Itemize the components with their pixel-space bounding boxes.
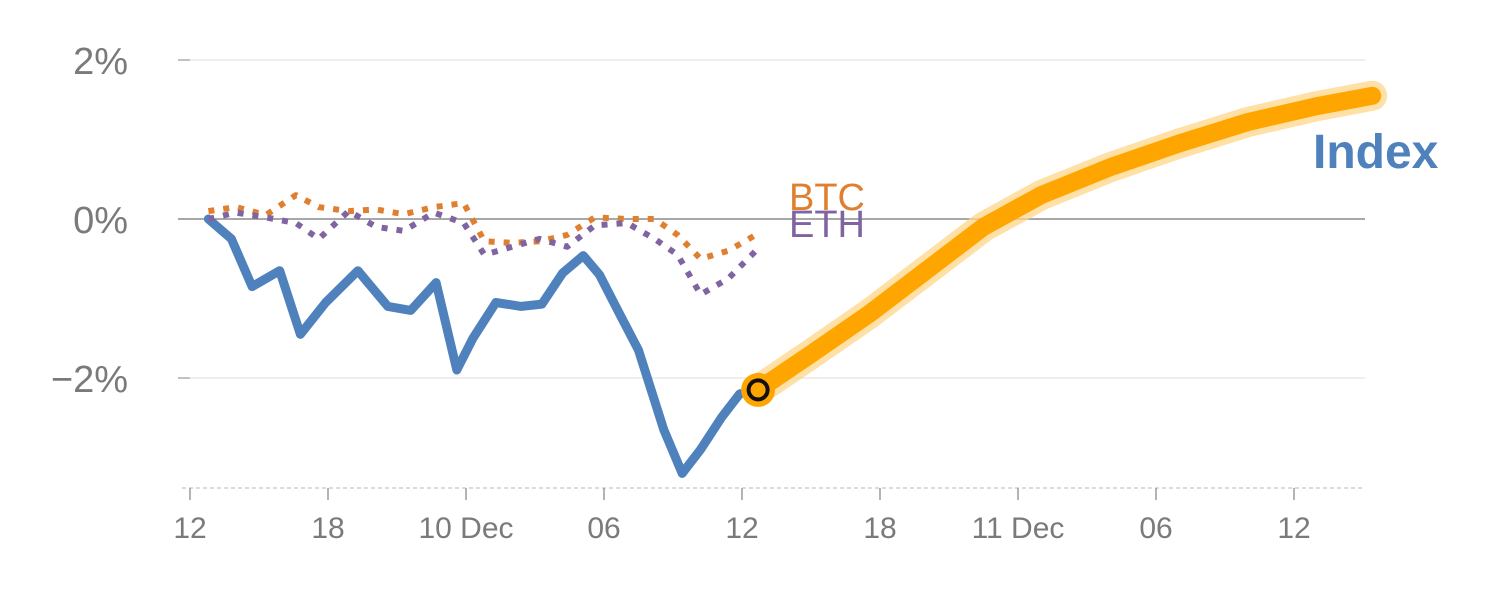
series-line-index-forecast bbox=[749, 86, 1382, 399]
x-tick-label: 06 bbox=[587, 512, 620, 545]
series-label-layer: BTC ETH Index bbox=[789, 126, 1439, 246]
series-label-eth: ETH bbox=[789, 204, 865, 246]
series-line-index bbox=[203, 214, 763, 478]
x-tick-label: 10 Dec bbox=[418, 512, 513, 545]
series-label-index: Index bbox=[1313, 126, 1439, 179]
x-tick-label: 11 Dec bbox=[972, 512, 1065, 545]
axis-layer: 2% 0% −2% 12 18 10 Dec 06 12 18 11 Dec 06 12 bbox=[51, 41, 1365, 545]
x-tick-label: 18 bbox=[863, 512, 896, 545]
x-tick-label: 12 bbox=[1277, 512, 1310, 545]
series-label-btc: BTC bbox=[789, 177, 865, 219]
x-tick-label: 12 bbox=[173, 512, 206, 545]
marker-outer-ring bbox=[741, 372, 776, 407]
y-tick-label: 0% bbox=[73, 200, 128, 242]
x-tick-label: 12 bbox=[725, 512, 758, 545]
y-tick-label: 2% bbox=[73, 41, 128, 83]
series-line-eth bbox=[207, 208, 758, 298]
marker-inner-ring bbox=[746, 378, 770, 402]
grid-layer bbox=[178, 59, 1365, 379]
series-layer bbox=[203, 80, 1388, 478]
x-tick-label: 18 bbox=[311, 512, 344, 545]
y-tick-label: −2% bbox=[51, 359, 128, 401]
x-tick-label: 06 bbox=[1139, 512, 1172, 545]
